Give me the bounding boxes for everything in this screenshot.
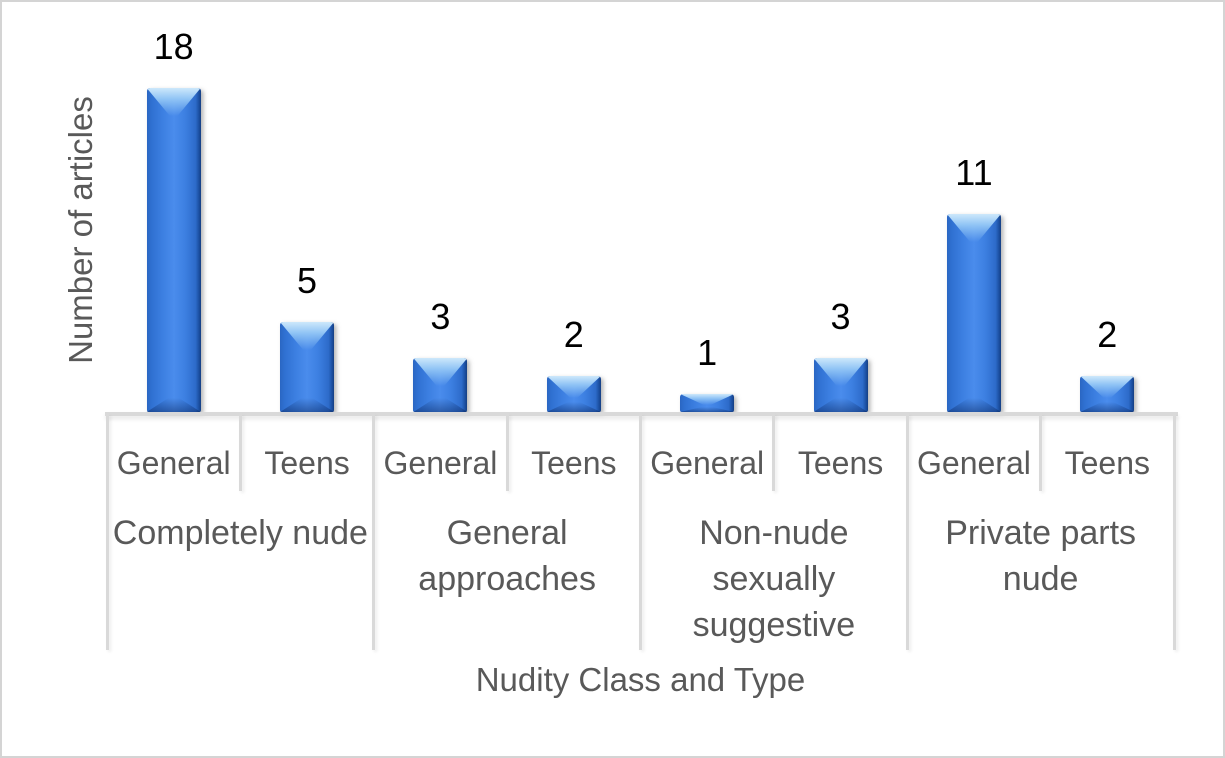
group-label-general-approaches: General approaches xyxy=(418,514,596,598)
bar-value-label: 3 xyxy=(830,296,851,337)
bar-private-parts-nude-general xyxy=(946,214,1001,412)
group-divider xyxy=(372,414,376,650)
bar-private-parts-nude-teens xyxy=(1080,376,1135,412)
category-label-teens-2: Teens xyxy=(797,445,884,481)
category-label-general-2: General xyxy=(650,445,765,481)
bar-completely-nude-teens xyxy=(280,322,335,412)
bar-non-nude-sexually-suggestive-teens xyxy=(813,358,868,412)
bar-value-label: 1 xyxy=(697,332,718,373)
bar-value-label: 3 xyxy=(430,296,451,337)
category-label-general-0: General xyxy=(116,445,231,481)
y-axis-title: Number of articles xyxy=(62,96,99,364)
category-label-teens-3: Teens xyxy=(1064,445,1150,481)
group-divider xyxy=(905,414,909,650)
category-label-general-1: General xyxy=(383,445,498,481)
bar-value-label: 5 xyxy=(297,260,318,301)
pair-divider xyxy=(1039,414,1043,491)
group-divider xyxy=(1172,414,1176,650)
x-axis-title: Nudity Class and Type xyxy=(475,661,806,698)
bar-value-label: 11 xyxy=(955,152,993,193)
bar-completely-nude-general xyxy=(146,88,201,412)
pair-divider xyxy=(505,414,509,491)
group-divider xyxy=(105,414,109,650)
plot-area: 18 5 3 2 1 3 11 2 xyxy=(107,2,1174,412)
bar-general-approaches-general xyxy=(413,358,468,412)
bar-non-nude-sexually-suggestive-general xyxy=(680,394,735,412)
bar-value-label: 18 xyxy=(153,26,194,67)
group-label-private-parts-nude: Private parts nude xyxy=(945,514,1137,598)
group-divider xyxy=(639,414,642,650)
category-label-teens-1: Teens xyxy=(531,445,617,481)
bar-value-label: 2 xyxy=(1097,314,1118,355)
pair-divider xyxy=(772,414,776,491)
category-label-general-3: General xyxy=(917,445,1031,481)
category-label-teens-0: Teens xyxy=(264,445,350,481)
pair-divider xyxy=(238,414,242,491)
bar-value-label: 2 xyxy=(563,314,584,355)
group-label-non-nude-sexually-suggestive: Non-nude sexually suggestive xyxy=(692,514,856,644)
bar-general-approaches-teens xyxy=(546,376,601,412)
group-label-completely-nude: Completely nude xyxy=(112,514,368,552)
